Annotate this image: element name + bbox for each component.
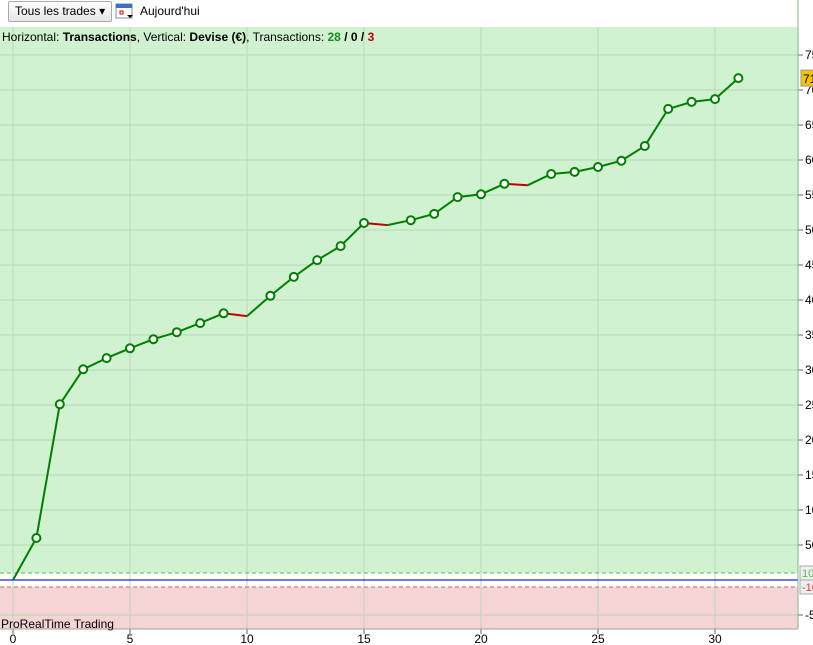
wins-count: 28 (327, 30, 341, 44)
y-tick-label: 250 (805, 398, 813, 412)
brand-label: ProRealTime Trading (1, 617, 114, 631)
threshold-badge (799, 579, 813, 595)
trade-point (499, 178, 510, 189)
trade-point (335, 241, 346, 252)
loss-zone (0, 587, 798, 629)
trade-point (125, 343, 135, 354)
x-tick-label: 5 (127, 632, 134, 645)
y-tick-label: 700 (805, 83, 813, 97)
y-tick-label: 500 (805, 223, 813, 237)
trade-point (405, 215, 416, 226)
trade-point (429, 208, 440, 219)
trade-point (288, 271, 299, 282)
trade-point (195, 318, 206, 329)
equity-segment (35, 404, 61, 539)
equity-segment (58, 368, 85, 405)
x-tick-label: 15 (357, 632, 371, 645)
trade-point (54, 399, 65, 410)
trade-point (218, 308, 229, 319)
trade-point (616, 155, 627, 166)
trade-point (663, 103, 674, 114)
equity-segment (643, 108, 670, 147)
chart-info: Horizontal: Transactions, Vertical: Devi… (2, 30, 374, 44)
trade-point (359, 218, 369, 228)
x-tick-label: 30 (708, 632, 722, 645)
trade-filter-dropdown[interactable]: Tous les trades ▾ (8, 1, 113, 22)
h-label: Horizontal: (2, 30, 63, 44)
neutral-count: 0 (350, 30, 358, 44)
chevron-down-icon: ▾ (99, 4, 106, 18)
trade-point (569, 166, 580, 177)
today-button[interactable]: Aujourd'hui (140, 4, 200, 18)
v-value: Devise (€) (189, 30, 247, 44)
y-tick-label: -50 (805, 608, 813, 622)
calendar-icon[interactable] (115, 1, 134, 20)
last-value-label: 717 (803, 72, 813, 86)
equity-segment (269, 276, 295, 297)
y-tick-label: 600 (805, 153, 813, 167)
toolbar: Tous les trades ▾ Aujourd'hui (0, 0, 813, 27)
trade-point (733, 73, 744, 84)
trade-point (639, 141, 650, 151)
trade-point (78, 364, 89, 375)
sep: / (357, 30, 368, 44)
y-tick-label: 450 (805, 258, 813, 272)
t-label: , Transactions: (246, 30, 328, 44)
x-tick-label: 25 (591, 632, 605, 645)
sep: / (340, 30, 351, 44)
trade-point (171, 327, 182, 338)
trade-filter-label: Tous les trades (15, 4, 96, 18)
trade-point (593, 162, 603, 172)
equity-segment (246, 295, 272, 317)
y-tick-label: 150 (805, 468, 813, 482)
trade-point (452, 192, 463, 203)
trade-point (101, 353, 112, 364)
trade-point (265, 290, 276, 301)
trade-point (710, 94, 720, 105)
y-tick-label: 650 (805, 118, 813, 132)
threshold-label: -10 (802, 582, 813, 594)
y-tick-label: 200 (805, 433, 813, 447)
trade-point (312, 255, 323, 266)
y-tick-label: 350 (805, 328, 813, 342)
x-tick-label: 10 (240, 632, 254, 645)
y-tick-label: 750 (805, 48, 813, 62)
threshold-label: 10 (802, 568, 813, 580)
h-value: Transactions (62, 30, 137, 44)
trade-point (476, 189, 486, 200)
equity-segment (714, 77, 740, 100)
y-tick-label: 400 (805, 293, 813, 307)
x-tick-label: 20 (474, 632, 488, 645)
equity-segment (12, 537, 38, 581)
y-tick-label: 300 (805, 363, 813, 377)
y-tick-label: 550 (805, 188, 813, 202)
losses-count: 3 (367, 30, 375, 44)
y-tick-label: 50 (805, 538, 813, 552)
equity-segment (339, 222, 365, 247)
y-tick-label: 100 (805, 503, 813, 517)
trade-point (686, 96, 697, 107)
last-value-badge (800, 69, 813, 87)
x-tick-label: 0 (10, 632, 17, 645)
trade-point (31, 533, 42, 543)
v-label: , Vertical: (136, 30, 190, 44)
trade-point (546, 169, 557, 179)
trade-point (148, 334, 159, 345)
